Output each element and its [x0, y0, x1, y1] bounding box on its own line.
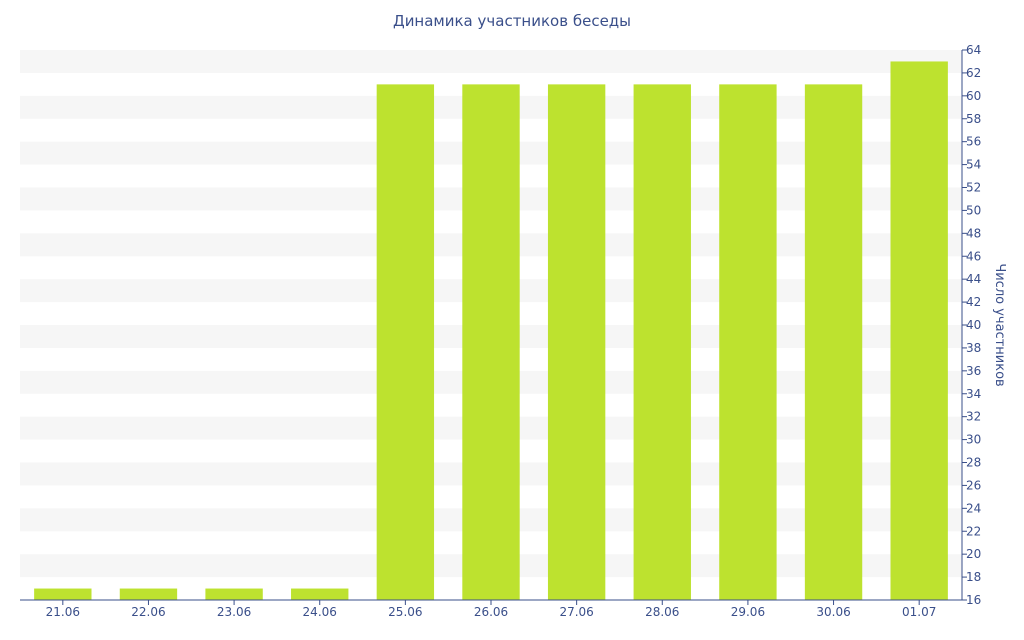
y-tick-label: 32	[966, 410, 981, 424]
bars	[34, 61, 948, 601]
x-tick-label: 01.07	[902, 605, 936, 619]
x-tick-label: 27.06	[559, 605, 593, 619]
y-tick-label: 48	[966, 226, 981, 240]
y-tick-label: 50	[966, 203, 981, 217]
y-tick-label: 52	[966, 181, 981, 195]
x-tick-label: 22.06	[131, 605, 165, 619]
y-tick-label: 20	[966, 547, 981, 561]
y-tick-label: 56	[966, 135, 981, 149]
y-tick-label: 64	[966, 43, 981, 57]
x-tick-label: 26.06	[474, 605, 508, 619]
bar-25.06	[376, 84, 435, 600]
y-axis-ticks: 16 18 20 22 24 26 28 30 32 34 36 38 40 42 44 46 48 50 52 54…	[962, 43, 981, 607]
bar-01.07	[890, 61, 948, 601]
x-tick-label: 29.06	[731, 605, 765, 619]
y-tick-label: 24	[966, 501, 981, 515]
y-axis-title: Число участников	[992, 263, 1007, 386]
x-axis-ticks: 21.06 22.06 23.06 24.06 25.06 26.06 27.06 28.06…	[46, 600, 936, 619]
x-tick-label: 28.06	[645, 605, 679, 619]
chart-title: Динамика участников беседы	[392, 12, 632, 30]
y-tick-label: 42	[966, 295, 981, 309]
x-tick-label: 23.06	[217, 605, 251, 619]
bar-26.06	[462, 84, 520, 600]
bar-23.06	[205, 588, 263, 600]
y-tick-label: 40	[966, 318, 981, 332]
x-tick-label: 25.06	[388, 605, 422, 619]
grid-band	[20, 50, 962, 73]
y-tick-label: 18	[966, 570, 981, 584]
y-tick-label: 22	[966, 524, 981, 538]
bar-22.06	[119, 588, 178, 600]
y-tick-label: 36	[966, 364, 981, 378]
y-tick-label: 58	[966, 112, 981, 126]
y-tick-label: 30	[966, 433, 981, 447]
y-tick-label: 26	[966, 478, 981, 492]
bar-28.06	[633, 84, 691, 600]
y-tick-label: 62	[966, 66, 981, 80]
bar-29.06	[719, 84, 777, 600]
y-tick-label: 60	[966, 89, 981, 103]
bar-27.06	[547, 84, 606, 600]
y-tick-label: 38	[966, 341, 981, 355]
x-tick-label: 24.06	[303, 605, 337, 619]
y-tick-label: 44	[966, 272, 981, 286]
x-tick-label: 30.06	[816, 605, 850, 619]
y-tick-label: 46	[966, 249, 981, 263]
bar-21.06	[34, 588, 92, 600]
y-tick-label: 54	[966, 158, 981, 172]
bar-30.06	[804, 84, 863, 600]
x-tick-label: 21.06	[46, 605, 80, 619]
bar-24.06	[291, 588, 349, 600]
y-tick-label: 34	[966, 387, 981, 401]
y-tick-label: 16	[966, 593, 981, 607]
y-tick-label: 28	[966, 456, 981, 470]
